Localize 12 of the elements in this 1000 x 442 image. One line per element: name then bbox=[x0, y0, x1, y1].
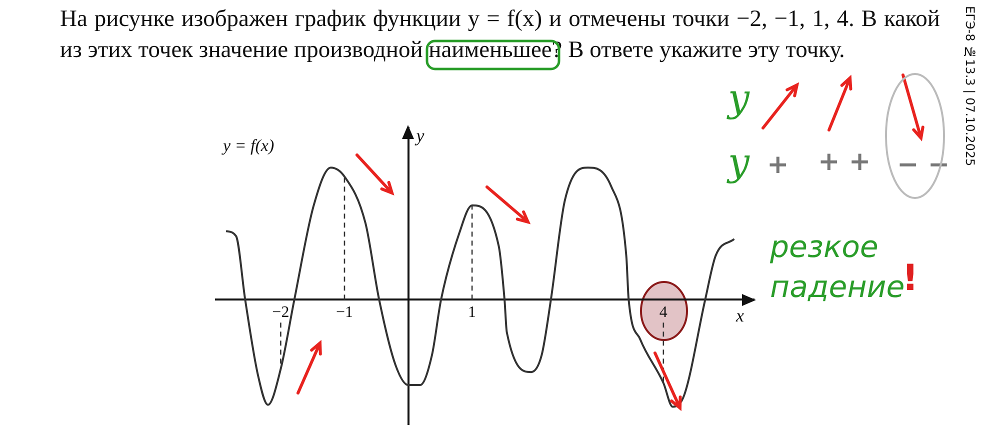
text: + + bbox=[818, 147, 871, 177]
y-axis-title: y bbox=[414, 126, 424, 146]
x-tick-label: −2 bbox=[272, 304, 290, 321]
x-axis-title: x bbox=[735, 305, 744, 326]
text: ЕГЭ-8 №13.3 | 07.10.2025 bbox=[963, 6, 977, 166]
text: + bbox=[767, 150, 789, 180]
x-tick-label: −1 bbox=[336, 304, 354, 321]
x-tick-label: 1 bbox=[468, 304, 476, 321]
text: y bbox=[728, 76, 750, 120]
x-tick-label: 4 bbox=[659, 304, 668, 321]
text: y = f(x) bbox=[221, 136, 274, 155]
annotation: y bbox=[728, 140, 750, 184]
